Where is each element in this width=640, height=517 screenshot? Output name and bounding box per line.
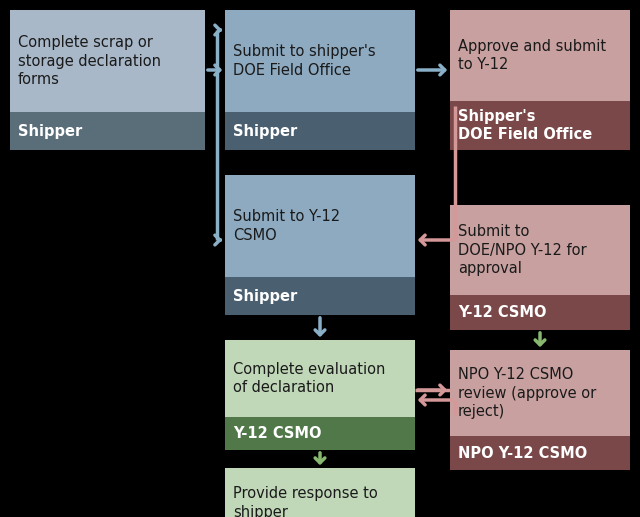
- Text: Shipper's
DOE Field Office: Shipper's DOE Field Office: [458, 109, 592, 142]
- Text: Submit to shipper's
DOE Field Office: Submit to shipper's DOE Field Office: [233, 44, 376, 78]
- Text: Submit to
DOE/NPO Y-12 for
approval: Submit to DOE/NPO Y-12 for approval: [458, 224, 587, 276]
- Bar: [225, 340, 415, 417]
- Text: Y-12 CSMO: Y-12 CSMO: [233, 426, 321, 441]
- Text: Complete evaluation
of declaration: Complete evaluation of declaration: [233, 362, 385, 396]
- Bar: [450, 350, 630, 436]
- Bar: [450, 10, 630, 101]
- Text: NPO Y-12 CSMO: NPO Y-12 CSMO: [458, 446, 588, 461]
- Text: Shipper: Shipper: [18, 124, 83, 139]
- Bar: [450, 101, 630, 150]
- Bar: [225, 112, 415, 150]
- Text: Y-12 CSMO: Y-12 CSMO: [458, 305, 547, 320]
- Bar: [225, 175, 415, 277]
- Bar: [225, 277, 415, 315]
- Bar: [225, 468, 415, 517]
- Bar: [10, 10, 205, 112]
- Bar: [450, 436, 630, 470]
- Bar: [225, 10, 415, 112]
- Text: Shipper: Shipper: [233, 124, 297, 139]
- Text: NPO Y-12 CSMO
review (approve or
reject): NPO Y-12 CSMO review (approve or reject): [458, 367, 596, 419]
- Bar: [450, 205, 630, 295]
- Text: Approve and submit
to Y-12: Approve and submit to Y-12: [458, 39, 606, 72]
- Text: Provide response to
shipper: Provide response to shipper: [233, 486, 378, 517]
- Bar: [10, 112, 205, 150]
- Text: Submit to Y-12
CSMO: Submit to Y-12 CSMO: [233, 209, 340, 243]
- Bar: [225, 417, 415, 450]
- Text: Complete scrap or
storage declaration
forms: Complete scrap or storage declaration fo…: [18, 35, 161, 87]
- Text: Shipper: Shipper: [233, 288, 297, 303]
- Bar: [450, 295, 630, 330]
